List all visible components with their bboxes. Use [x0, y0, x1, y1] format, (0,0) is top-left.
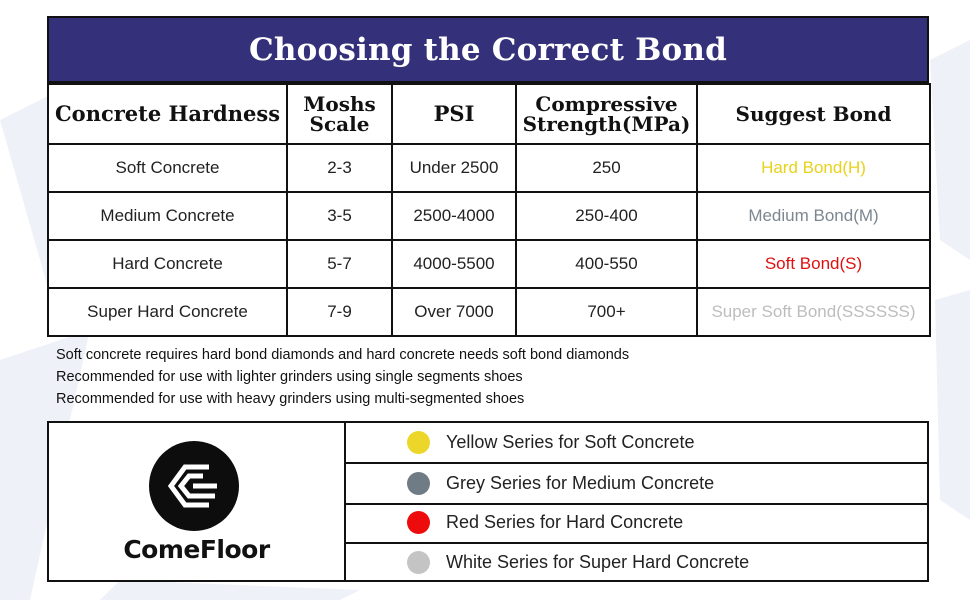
cell-psi: 2500-4000 [391, 191, 517, 241]
grey-dot-icon [407, 472, 430, 495]
cell-bond: Super Soft Bond(SSSSSS) [696, 287, 931, 337]
cell-bond: Hard Bond(H) [696, 143, 931, 193]
cell-strength: 250 [515, 143, 698, 193]
legend-list: Yellow Series for Soft Concrete Grey Ser… [346, 423, 927, 580]
cell-hardness: Super Hard Concrete [47, 287, 288, 337]
cell-mohs: 7-9 [286, 287, 393, 337]
yellow-dot-icon [407, 431, 430, 454]
cell-mohs: 2-3 [286, 143, 393, 193]
table-row: Soft Concrete 2-3 Under 2500 250 Hard Bo… [47, 143, 931, 193]
cell-bond: Soft Bond(S) [696, 239, 931, 289]
header-concrete-hardness: Concrete Hardness [47, 83, 288, 145]
cell-hardness: Medium Concrete [47, 191, 288, 241]
legend-item-white: White Series for Super Hard Concrete [346, 543, 927, 582]
cell-mohs: 5-7 [286, 239, 393, 289]
brand-name: ComeFloor [123, 535, 270, 564]
cell-hardness: Hard Concrete [47, 239, 288, 289]
table-row: Hard Concrete 5-7 4000-5500 400-550 Soft… [47, 239, 931, 289]
table-row: Medium Concrete 3-5 2500-4000 250-400 Me… [47, 191, 931, 241]
legend-item-yellow: Yellow Series for Soft Concrete [346, 423, 927, 464]
notes: Soft concrete requires hard bond diamond… [56, 344, 629, 410]
legend-item-grey: Grey Series for Medium Concrete [346, 464, 927, 505]
note-line: Soft concrete requires hard bond diamond… [56, 347, 630, 363]
legend-label: White Series for Super Hard Concrete [446, 552, 750, 572]
legend-label: Yellow Series for Soft Concrete [446, 432, 695, 452]
cell-strength: 400-550 [515, 239, 698, 289]
table-header-row: Concrete Hardness Moshs Scale PSI Compres… [47, 83, 931, 145]
cell-psi: Under 2500 [391, 143, 517, 193]
note-line: Recommended for use with lighter grinder… [56, 369, 523, 385]
white-dot-icon [407, 551, 430, 574]
bond-table: Concrete Hardness Moshs Scale PSI Compres… [47, 83, 931, 337]
note-line: Recommended for use with heavy grinders … [56, 391, 525, 407]
cell-psi: Over 7000 [391, 287, 517, 337]
legend-item-red: Red Series for Hard Concrete [346, 503, 927, 544]
header-psi: PSI [391, 83, 517, 145]
page-title: Choosing the Correct Bond [249, 31, 727, 68]
legend-label: Red Series for Hard Concrete [446, 512, 684, 532]
header-suggest-bond: Suggest Bond [696, 83, 931, 145]
series-legend: ComeFloor Yellow Series for Soft Concret… [47, 421, 929, 582]
brand-logo-panel: ComeFloor [49, 423, 346, 580]
cell-psi: 4000-5500 [391, 239, 517, 289]
legend-label: Grey Series for Medium Concrete [446, 473, 715, 493]
header-compressive-strength: Compressive Strength(MPa) [515, 83, 698, 145]
comefloor-logo-icon [149, 441, 239, 531]
red-dot-icon [407, 511, 430, 534]
cell-strength: 700+ [515, 287, 698, 337]
cell-strength: 250-400 [515, 191, 698, 241]
cell-bond: Medium Bond(M) [696, 191, 931, 241]
table-row: Super Hard Concrete 7-9 Over 7000 700+ S… [47, 287, 931, 337]
title-banner: Choosing the Correct Bond [47, 16, 929, 83]
header-mohs-scale: Moshs Scale [286, 83, 393, 145]
cell-mohs: 3-5 [286, 191, 393, 241]
cell-hardness: Soft Concrete [47, 143, 288, 193]
